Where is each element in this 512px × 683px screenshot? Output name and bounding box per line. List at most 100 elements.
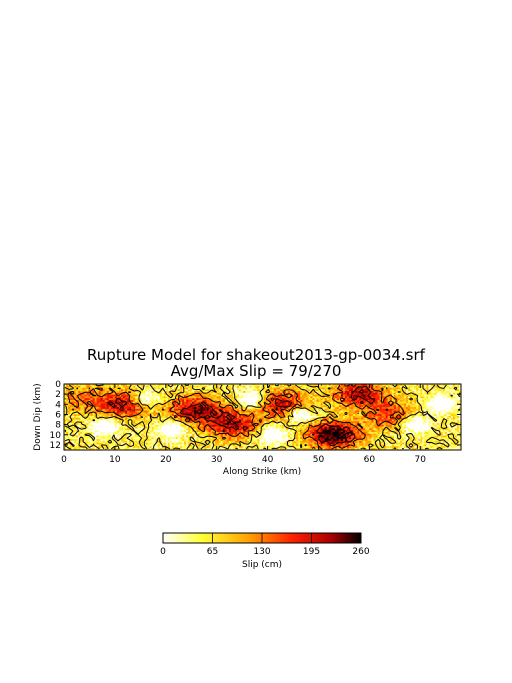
heatmap-cell [428,424,431,427]
heatmap-cell [143,410,146,413]
heatmap-cell [320,399,323,403]
heatmap-cell [180,428,183,431]
heatmap-cell [349,401,352,404]
heatmap-cell [94,384,97,387]
heatmap-cell [428,398,431,401]
heatmap-cell [304,426,307,429]
heatmap-cell [64,391,67,394]
heatmap-cell [273,405,277,408]
heatmap-cell [216,399,220,403]
heatmap-cell [281,389,285,392]
heatmap-cell [88,392,91,396]
heatmap-cell [448,392,452,396]
heatmap-cell [137,424,140,427]
heatmap-cell [108,394,112,397]
heatmap-cell [129,421,132,424]
heatmap-cell [275,389,279,392]
heatmap-cell [68,424,71,427]
heatmap-cell [263,387,266,390]
heatmap-cell [131,424,134,427]
heatmap-cell [68,408,71,412]
heatmap-cell [127,412,130,415]
heatmap-cell [283,391,287,394]
heatmap-cell [273,415,277,419]
heatmap-cell [202,399,205,403]
heatmap-cell [452,401,456,404]
heatmap-cell [440,407,444,410]
heatmap-cell [80,407,83,410]
heatmap-cell [214,410,218,413]
heatmap-cell [316,399,319,403]
heatmap-cell [314,415,317,419]
heatmap-cell [135,421,138,424]
heatmap-cell [306,398,309,401]
heatmap-cell [102,401,106,404]
heatmap-cell [406,405,409,408]
heatmap-cell [145,410,148,413]
heatmap-cell [180,426,183,429]
heatmap-cell [349,405,352,408]
heatmap-cell [416,403,419,406]
heatmap-cell [96,415,99,419]
heatmap-cell [157,424,161,427]
heatmap-cell [373,414,376,417]
heatmap-cell [287,389,291,392]
heatmap-cell [131,417,134,420]
heatmap-cell [438,398,441,401]
heatmap-cell [228,403,232,406]
heatmap-cell [391,392,395,396]
heatmap-cell [121,384,124,387]
heatmap-cell [448,414,452,417]
heatmap-cell [131,396,134,399]
heatmap-cell [70,401,73,404]
heatmap-cell [379,426,382,429]
heatmap-cell [76,419,79,422]
heatmap-cell [424,398,427,401]
heatmap-cell [452,423,456,426]
heatmap-cell [112,398,116,401]
heatmap-cell [446,385,450,388]
heatmap-cell [171,399,175,403]
heatmap-cell [141,392,144,396]
heatmap-cell [338,423,342,426]
heatmap-cell [210,398,213,401]
heatmap-cell [385,391,389,394]
heatmap-cell [204,389,207,392]
heatmap-cell [302,396,305,399]
heatmap-cell [151,389,154,392]
heatmap-cell [98,428,101,431]
heatmap-cell [275,401,279,404]
heatmap-cell [338,394,342,397]
heatmap-cell [139,410,142,413]
heatmap-cell [114,407,118,410]
heatmap-cell [143,428,146,431]
heatmap-cell [204,419,207,422]
heatmap-cell [458,401,461,404]
heatmap-cell [377,415,380,419]
heatmap-cell [281,414,285,417]
heatmap-cell [133,398,136,401]
heatmap-cell [406,414,409,417]
heatmap-cell [346,389,350,392]
heatmap-cell [304,391,307,394]
heatmap-cell [277,410,281,413]
heatmap-cell [328,414,332,417]
heatmap-cell [383,389,387,392]
heatmap-cell [379,414,382,417]
heatmap-cell [456,407,460,410]
heatmap-cell [275,398,279,401]
heatmap-cell [178,410,181,413]
heatmap-cell [408,385,411,388]
heatmap-cell [414,391,417,394]
heatmap-cell [94,407,97,410]
heatmap-cell [434,401,437,404]
heatmap-cell [418,392,421,396]
heatmap-cell [418,408,421,412]
heatmap-cell [318,394,321,397]
heatmap-cell [308,396,311,399]
heatmap-cell [155,423,159,426]
heatmap-cell [446,394,450,397]
heatmap-cell [324,387,327,390]
heatmap-cell [363,391,366,394]
heatmap-cell [72,410,75,413]
